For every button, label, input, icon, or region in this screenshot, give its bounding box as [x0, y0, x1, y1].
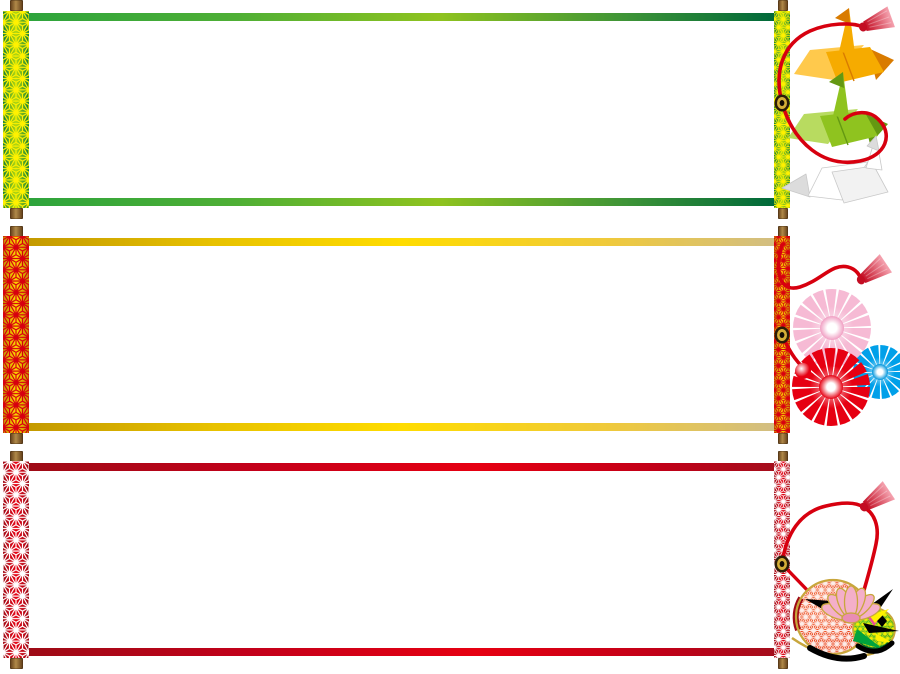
wooden-knob-bottom-right [778, 658, 788, 669]
wooden-knob-bottom-right [778, 433, 788, 444]
left-roller-asanoha [3, 236, 29, 433]
red-cord-loop [780, 101, 889, 164]
eyelet [774, 326, 790, 344]
top-rail [29, 13, 774, 21]
flower-bud [795, 363, 811, 379]
wooden-knob-bottom-left [10, 433, 23, 444]
top-rail [29, 463, 774, 471]
bottom-rail [29, 423, 774, 431]
chrysanthemum-decoration [774, 243, 900, 426]
red-cord [777, 22, 865, 105]
wooden-knob-bottom-right [778, 208, 788, 219]
chrysanthemum-red [792, 348, 870, 426]
temari-decoration [774, 481, 899, 662]
lotus-flower [805, 585, 899, 649]
wooden-knob-bottom-left [10, 658, 23, 669]
left-roller-asanoha [3, 461, 29, 658]
wooden-knob-top-right [778, 451, 788, 462]
scroll-banner-gold [0, 225, 900, 450]
black-crescent [807, 645, 867, 662]
top-rail [29, 238, 774, 246]
origami-crane-white-icon [781, 135, 889, 204]
tassel-icon [859, 481, 896, 512]
wooden-knob-bottom-left [10, 208, 23, 219]
wooden-knob-top-right [778, 226, 788, 237]
tassel-icon [856, 254, 893, 285]
content-area [29, 471, 774, 648]
origami-cranes-decoration [774, 6, 895, 204]
scroll-banner-green [0, 0, 900, 225]
wooden-knob-top-right [778, 0, 788, 11]
wooden-knob-top-left [10, 226, 23, 237]
eyelet [774, 555, 790, 573]
red-cord-upper [776, 243, 863, 290]
scroll-banner-red [0, 450, 900, 674]
black-crescent-small [855, 640, 895, 654]
wooden-knob-top-left [10, 451, 23, 462]
eyelet [774, 94, 790, 112]
bottom-rail [29, 198, 774, 206]
origami-crane-green-icon [788, 72, 888, 147]
content-area [29, 21, 774, 198]
tassel-icon [858, 6, 895, 32]
left-roller-asanoha [3, 11, 29, 208]
red-cord-upper [780, 501, 865, 566]
wooden-knob-top-left [10, 0, 23, 11]
content-area [29, 246, 774, 423]
bottom-rail [29, 648, 774, 656]
